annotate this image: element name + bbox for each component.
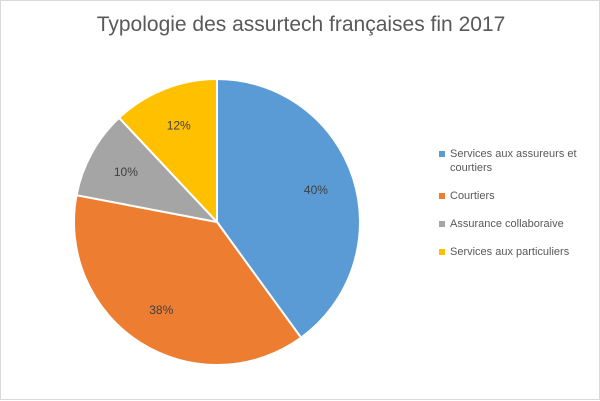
legend-swatch-1 bbox=[439, 193, 445, 199]
legend-item-1: Courtiers bbox=[439, 189, 599, 203]
legend-item-2: Assurance collaboraive bbox=[439, 217, 599, 231]
legend-label-0: Services aux assureurs et courtiers bbox=[450, 148, 577, 174]
legend-label-3: Services aux particuliers bbox=[450, 246, 570, 258]
legend-label-2: Assurance collaboraive bbox=[450, 218, 564, 230]
chart-title: Typologie des assurtech françaises fin 2… bbox=[96, 13, 506, 36]
chart-legend: Services aux assureurs et courtiers Court… bbox=[439, 147, 599, 273]
slice-data-label-0: 40% bbox=[304, 183, 328, 197]
legend-item-0: Services aux assureurs et courtiers bbox=[439, 147, 599, 175]
pie-slice-3 bbox=[117, 77, 218, 225]
legend-swatch-0 bbox=[439, 151, 445, 157]
legend-label-1: Courtiers bbox=[450, 190, 495, 202]
slice-data-label-1: 38% bbox=[149, 303, 173, 317]
pie-slice-2 bbox=[75, 116, 220, 224]
pie-slice-0 bbox=[216, 77, 361, 340]
legend-swatch-2 bbox=[439, 221, 445, 227]
pie-slice-1 bbox=[73, 194, 303, 366]
slice-data-label-3: 12% bbox=[167, 118, 191, 132]
legend-swatch-3 bbox=[439, 249, 445, 255]
slice-data-label-2: 10% bbox=[114, 165, 138, 179]
legend-item-3: Services aux particuliers bbox=[439, 245, 599, 259]
